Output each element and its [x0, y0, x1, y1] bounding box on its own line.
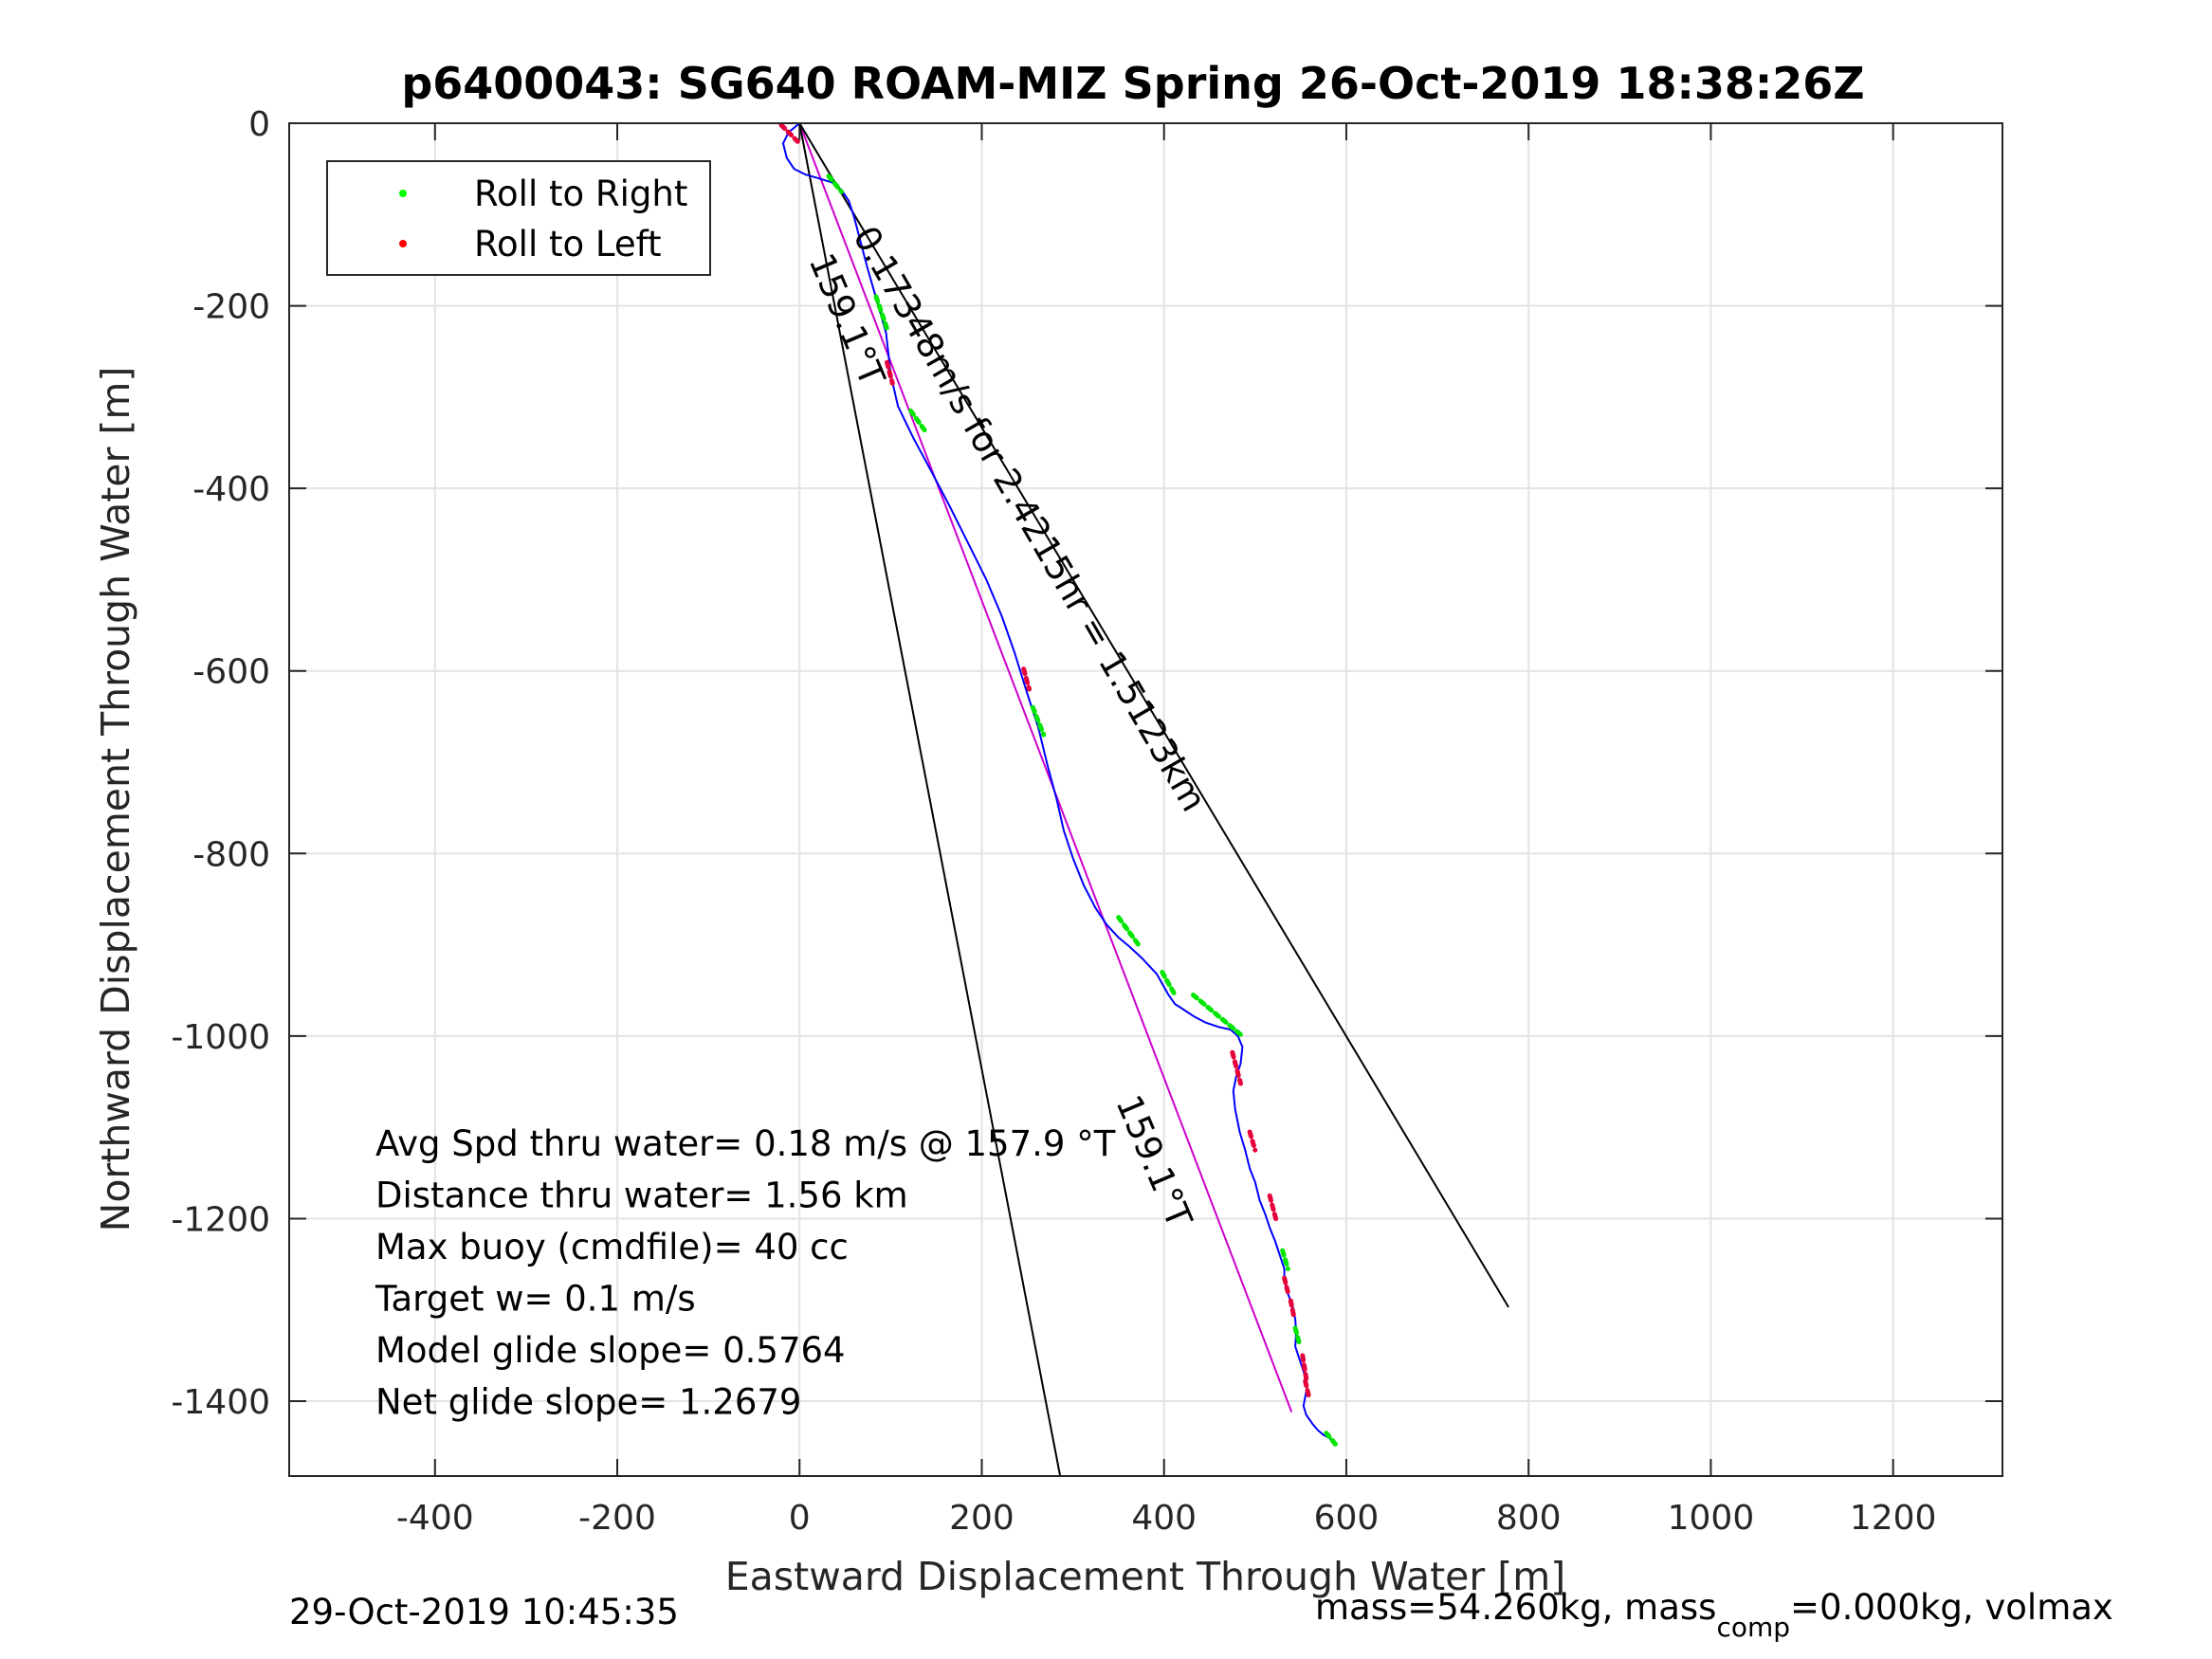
y-tick-label: -1400 [171, 1383, 270, 1422]
roll-right-segment [1292, 1325, 1302, 1344]
stats-block: Avg Spd thru water= 0.18 m/s @ 157.9 °T D… [375, 1123, 1116, 1423]
y-tick-label: -800 [192, 835, 270, 874]
plot-area: 0.17348m/s for 2.4215hr = 1.5123km159.1°… [288, 122, 2003, 1477]
glider-track [782, 122, 1335, 1444]
y-tick-label: -200 [192, 288, 270, 327]
x-tick-label: -200 [578, 1499, 656, 1538]
legend-marker-roll-left [399, 240, 407, 247]
y-tick-label: -600 [192, 653, 270, 692]
roll-left-segment [1288, 1298, 1297, 1322]
plot-frame [288, 122, 2003, 1477]
roll-left-segment [1303, 1378, 1311, 1399]
roll-right-segment [1191, 993, 1245, 1039]
roll-right-segment [1160, 970, 1178, 998]
legend: Roll to Right Roll to Left [326, 160, 711, 276]
roll-left-segment [1021, 666, 1032, 692]
footer-mass-info: mass=54.260kg, masscomp=0.000kg, volmax [1315, 1587, 2113, 1643]
roll-left-segment [1282, 1275, 1291, 1299]
reference-line [798, 122, 1293, 1413]
y-tick-label: -1000 [171, 1018, 270, 1057]
footer-mass-subscript: comp [1716, 1612, 1790, 1643]
roll-left-segment [778, 122, 800, 144]
legend-box [326, 160, 711, 276]
track-line [782, 122, 1335, 1444]
chart-title: p6400043: SG640 ROAM-MIZ Spring 26-Oct-2… [401, 58, 1864, 109]
y-tick-label: -1200 [171, 1200, 270, 1239]
x-tick-label: 200 [949, 1499, 1015, 1538]
tick-marks [289, 122, 2002, 1476]
x-tick-label: 1200 [1850, 1499, 1937, 1538]
roll-left-segment [885, 359, 895, 386]
roll-right-segment [826, 173, 844, 194]
roll-left-segment [1267, 1193, 1280, 1226]
grid [289, 122, 2002, 1476]
roll-left-segment [1300, 1353, 1309, 1381]
roll-right-segment [1030, 704, 1047, 738]
x-tick-label: 800 [1496, 1499, 1562, 1538]
stats-line: Distance thru water= 1.56 km [375, 1176, 908, 1216]
legend-marker-roll-right [399, 190, 407, 197]
footer-mass-suffix: =0.000kg, volmax [1790, 1587, 2113, 1628]
legend-label-roll-left: Roll to Left [474, 224, 662, 264]
roll-markers [778, 122, 1338, 1447]
y-axis-label: Northward Displacement Through Water [m] [93, 367, 138, 1232]
footer-timestamp: 29-Oct-2019 10:45:35 [289, 1592, 679, 1632]
x-tick-label: -400 [396, 1499, 474, 1538]
stats-line: Target w= 0.1 m/s [375, 1279, 696, 1320]
stats-line: Max buoy (cmdfile)= 40 cc [375, 1227, 849, 1267]
stats-line: Net glide slope= 1.2679 [375, 1382, 801, 1423]
roll-right-segment [1280, 1248, 1290, 1271]
x-tick-labels: -400 -200 0 200 400 600 800 1000 1200 [396, 1499, 1937, 1538]
y-tick-label: -400 [192, 470, 270, 509]
stats-line: Model glide slope= 0.5764 [375, 1330, 846, 1371]
legend-label-roll-right: Roll to Right [474, 173, 687, 214]
plot-background [289, 123, 2002, 1476]
x-tick-label: 400 [1131, 1499, 1197, 1538]
x-tick-label: 0 [789, 1499, 811, 1538]
x-axis-label: Eastward Displacement Through Water [m] [725, 1554, 1565, 1599]
roll-right-segment [908, 408, 930, 436]
reference-lines [798, 122, 1509, 1477]
roll-right-segment [1324, 1431, 1338, 1447]
y-tick-labels: 0 -200 -400 -600 -800 -1000 -1200 -1400 [171, 105, 270, 1422]
roll-left-segment [1230, 1049, 1243, 1086]
roll-right-segment [873, 294, 889, 332]
stats-line: Avg Spd thru water= 0.18 m/s @ 157.9 °T [375, 1123, 1116, 1164]
reference-line [798, 122, 1062, 1477]
roll-left-segment [1247, 1129, 1258, 1153]
x-tick-label: 1000 [1668, 1499, 1755, 1538]
footer-mass-prefix: mass=54.260kg, mass [1315, 1587, 1716, 1628]
reference-line [798, 122, 1509, 1308]
roll-right-segment [1116, 915, 1142, 948]
x-tick-label: 600 [1314, 1499, 1380, 1538]
y-tick-label: 0 [248, 105, 270, 144]
